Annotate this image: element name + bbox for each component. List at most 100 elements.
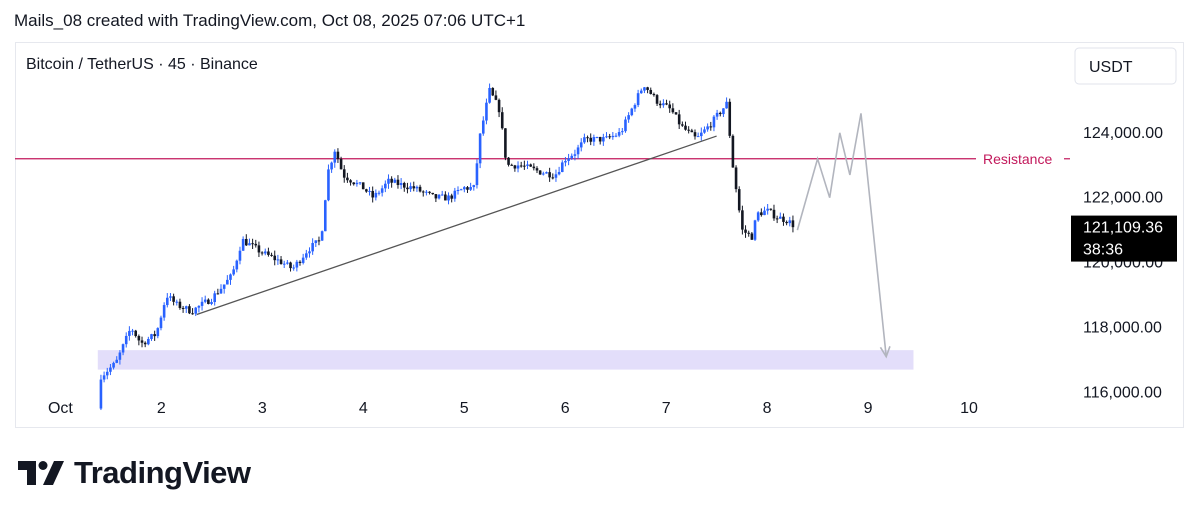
- candle: [374, 189, 378, 201]
- candle: [753, 219, 757, 241]
- candle-body: [611, 135, 615, 138]
- candle: [339, 156, 343, 170]
- candle: [175, 299, 179, 306]
- candle-body: [399, 183, 403, 186]
- candle: [662, 99, 665, 108]
- candle: [463, 185, 466, 193]
- candle-body: [207, 299, 210, 304]
- candle-body: [737, 189, 741, 211]
- candle-body: [128, 330, 131, 336]
- candle: [342, 165, 346, 183]
- candle: [128, 326, 131, 341]
- candle: [349, 179, 352, 186]
- candle-body: [425, 191, 428, 193]
- candle: [428, 191, 431, 195]
- candle-body: [475, 163, 479, 186]
- candle: [488, 83, 491, 104]
- candle-body: [782, 216, 785, 222]
- candle: [216, 288, 220, 295]
- candle: [260, 251, 264, 256]
- candle: [147, 336, 150, 346]
- candle: [248, 238, 251, 246]
- candle: [529, 163, 532, 167]
- candle: [658, 100, 662, 109]
- candle-body: [222, 284, 226, 289]
- candle: [434, 193, 438, 203]
- y-tick-label: 116,000.00: [1083, 384, 1162, 401]
- x-tick-label: 4: [359, 400, 368, 417]
- candle-body: [744, 229, 747, 233]
- x-tick-label: 7: [662, 400, 671, 417]
- candle: [621, 127, 624, 135]
- candle: [456, 186, 460, 195]
- candle: [475, 159, 479, 189]
- candle-body: [646, 87, 649, 90]
- candle: [576, 144, 580, 159]
- candle: [722, 108, 725, 118]
- candle: [387, 174, 390, 189]
- candle: [371, 186, 374, 203]
- x-tick-label: 8: [763, 400, 772, 417]
- candle-body: [431, 192, 435, 195]
- candle-body: [463, 187, 466, 190]
- candle: [668, 100, 672, 113]
- candle-body: [311, 243, 314, 252]
- candle: [254, 239, 258, 248]
- candle-body: [147, 339, 150, 345]
- candle: [203, 295, 207, 304]
- candle: [380, 185, 384, 197]
- candle-body: [560, 162, 564, 173]
- candle-body: [105, 371, 109, 376]
- candle: [207, 298, 210, 305]
- candle: [785, 220, 788, 226]
- candle: [273, 250, 277, 266]
- candle: [630, 107, 634, 117]
- candle: [519, 161, 523, 168]
- candle: [238, 246, 242, 265]
- candle-body: [428, 191, 431, 193]
- candle: [643, 87, 646, 94]
- candle: [276, 254, 280, 265]
- candle: [481, 116, 485, 136]
- candle-body: [333, 151, 337, 163]
- tradingview-logo-icon: [18, 461, 64, 485]
- candle-body: [507, 157, 510, 165]
- candle-body: [760, 212, 763, 216]
- candle: [665, 99, 668, 106]
- candle: [159, 315, 163, 331]
- candle-body: [254, 243, 258, 246]
- candle-body: [118, 352, 122, 360]
- candle-body: [238, 250, 242, 261]
- x-tick-label: Oct: [48, 400, 73, 417]
- currency-selector[interactable]: USDT: [1074, 47, 1177, 85]
- candle: [244, 234, 248, 246]
- candle-body: [681, 124, 684, 126]
- candle-body: [134, 330, 137, 337]
- candle: [295, 259, 299, 272]
- candle-body: [513, 165, 517, 169]
- candle: [778, 212, 782, 219]
- candle: [766, 203, 769, 215]
- candle: [140, 336, 144, 348]
- candle-body: [551, 177, 555, 179]
- candle-body: [652, 93, 656, 96]
- candle-body: [592, 137, 596, 142]
- candle-body: [595, 136, 599, 138]
- candle: [178, 298, 182, 310]
- candle: [131, 328, 134, 336]
- candle-body: [216, 293, 220, 295]
- candle: [769, 208, 773, 211]
- candle-body: [346, 177, 349, 181]
- candle-body: [175, 301, 179, 303]
- candle-body: [387, 178, 390, 184]
- candle: [440, 190, 444, 196]
- candle: [279, 256, 283, 265]
- candle-body: [143, 342, 147, 345]
- candle: [390, 176, 393, 188]
- candle-body: [298, 261, 302, 263]
- candle-body: [352, 182, 356, 185]
- candle: [109, 364, 112, 376]
- candle: [137, 334, 141, 346]
- candle-body: [358, 182, 362, 184]
